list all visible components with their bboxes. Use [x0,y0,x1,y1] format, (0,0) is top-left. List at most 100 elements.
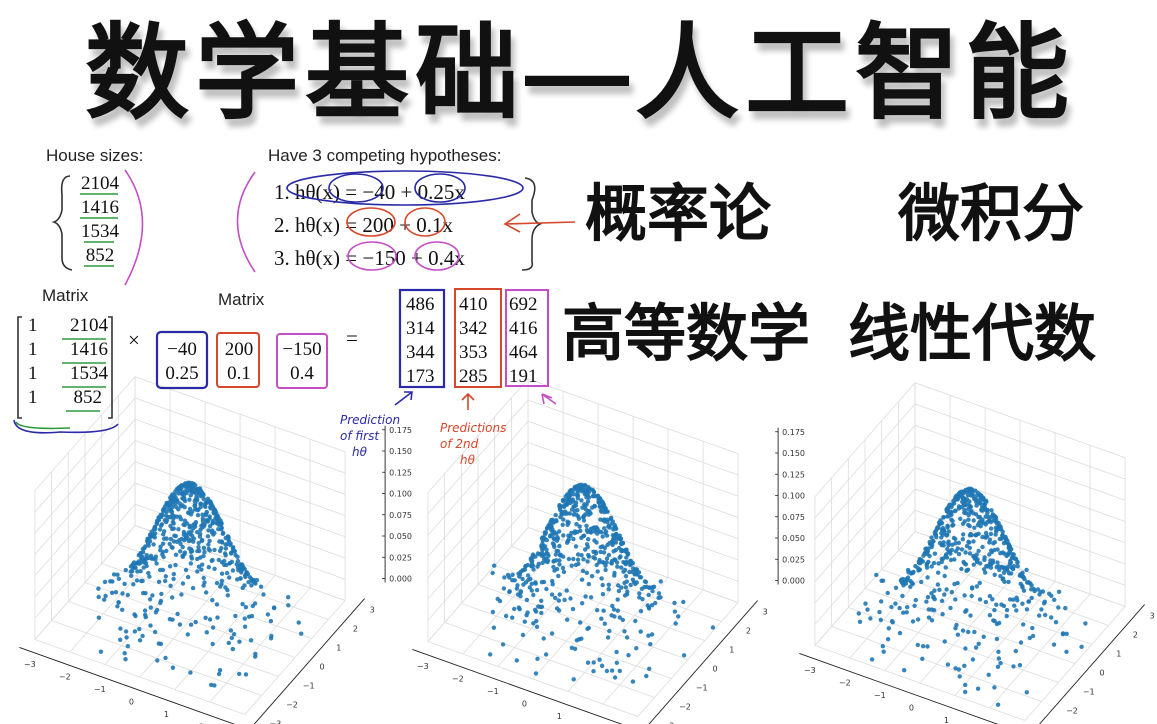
data-point [1031,586,1037,592]
data-point [527,585,532,590]
data-point [945,546,950,552]
data-point [910,570,916,575]
data-point [618,541,624,546]
data-point [571,536,576,542]
data-point [561,569,567,575]
data-point [948,509,953,514]
data-point [123,629,129,634]
data-point [120,607,125,612]
data-point [584,523,589,528]
data-point [209,530,215,535]
data-point [569,645,575,650]
data-point [153,554,158,559]
data-point [116,600,121,605]
data-point [968,504,973,510]
data-point [235,554,240,559]
data-point [552,568,557,573]
data-point [981,505,986,510]
data-point [541,636,546,641]
data-point [616,588,622,594]
data-point [141,565,146,570]
data-point [212,547,217,553]
data-point [653,600,658,606]
data-point [561,517,566,522]
data-point [592,529,597,534]
y-tick-label: −1 [303,681,315,690]
data-point [214,580,220,586]
data-point [710,625,716,630]
data-point [219,571,225,576]
x-tick-label: 0 [522,700,527,709]
data-point [520,568,525,573]
data-point [550,532,555,537]
data-point [630,577,636,582]
data-point [656,591,662,596]
x-tick-label: −2 [452,675,464,684]
data-point [901,610,906,615]
data-point [572,530,578,536]
data-point [958,491,963,497]
data-point [992,607,997,613]
data-point [548,527,554,532]
data-point [970,585,975,590]
data-point [120,591,125,596]
data-point [534,587,540,593]
z-tick-label: 0.100 [389,490,412,499]
data-point [516,605,521,610]
data-point [246,580,251,585]
data-point [500,642,506,647]
grid-line [427,463,739,579]
data-point [144,553,149,558]
data-point [547,524,552,529]
data-point [939,527,945,533]
data-point [550,541,556,546]
data-point [941,515,946,520]
data-point [195,548,200,554]
data-point [628,561,634,566]
data-point [180,553,185,559]
data-point [1001,541,1007,546]
x-tick-label: −1 [487,687,499,696]
x-tick-label: 1 [944,716,949,724]
data-point [203,504,208,509]
data-point [525,573,531,578]
data-point [134,578,140,583]
data-point [984,563,989,569]
data-point [586,625,591,631]
data-point [993,532,998,537]
z-tick-label: 0.125 [782,470,805,479]
data-point [948,551,953,556]
data-point [171,576,176,582]
y-tick-label: −2 [679,702,691,711]
data-point [243,572,248,577]
data-point [609,668,615,673]
data-point [502,575,507,580]
data-point [557,543,562,549]
data-point [488,652,493,657]
data-point [952,509,957,514]
data-point [198,504,203,510]
data-point [619,585,624,590]
grid-line [34,440,346,555]
data-point [223,585,228,590]
data-point [96,615,102,620]
data-point [613,547,618,553]
data-point [200,562,205,567]
data-point [955,496,961,501]
data-point [609,613,614,618]
data-point [628,582,633,588]
data-point [868,616,873,621]
y-tick-label: −3 [662,721,674,724]
data-point [495,596,500,602]
data-point [196,564,202,569]
data-point [579,489,585,494]
data-point [949,589,955,595]
hypothesis: 2. hθ(x) = 200 + 0.1x [274,213,453,237]
data-point [995,560,1000,565]
data-point [949,547,955,553]
data-point [217,548,223,554]
data-point [925,595,931,600]
data-point [1056,589,1062,594]
data-point [997,620,1002,626]
data-point [940,612,945,617]
